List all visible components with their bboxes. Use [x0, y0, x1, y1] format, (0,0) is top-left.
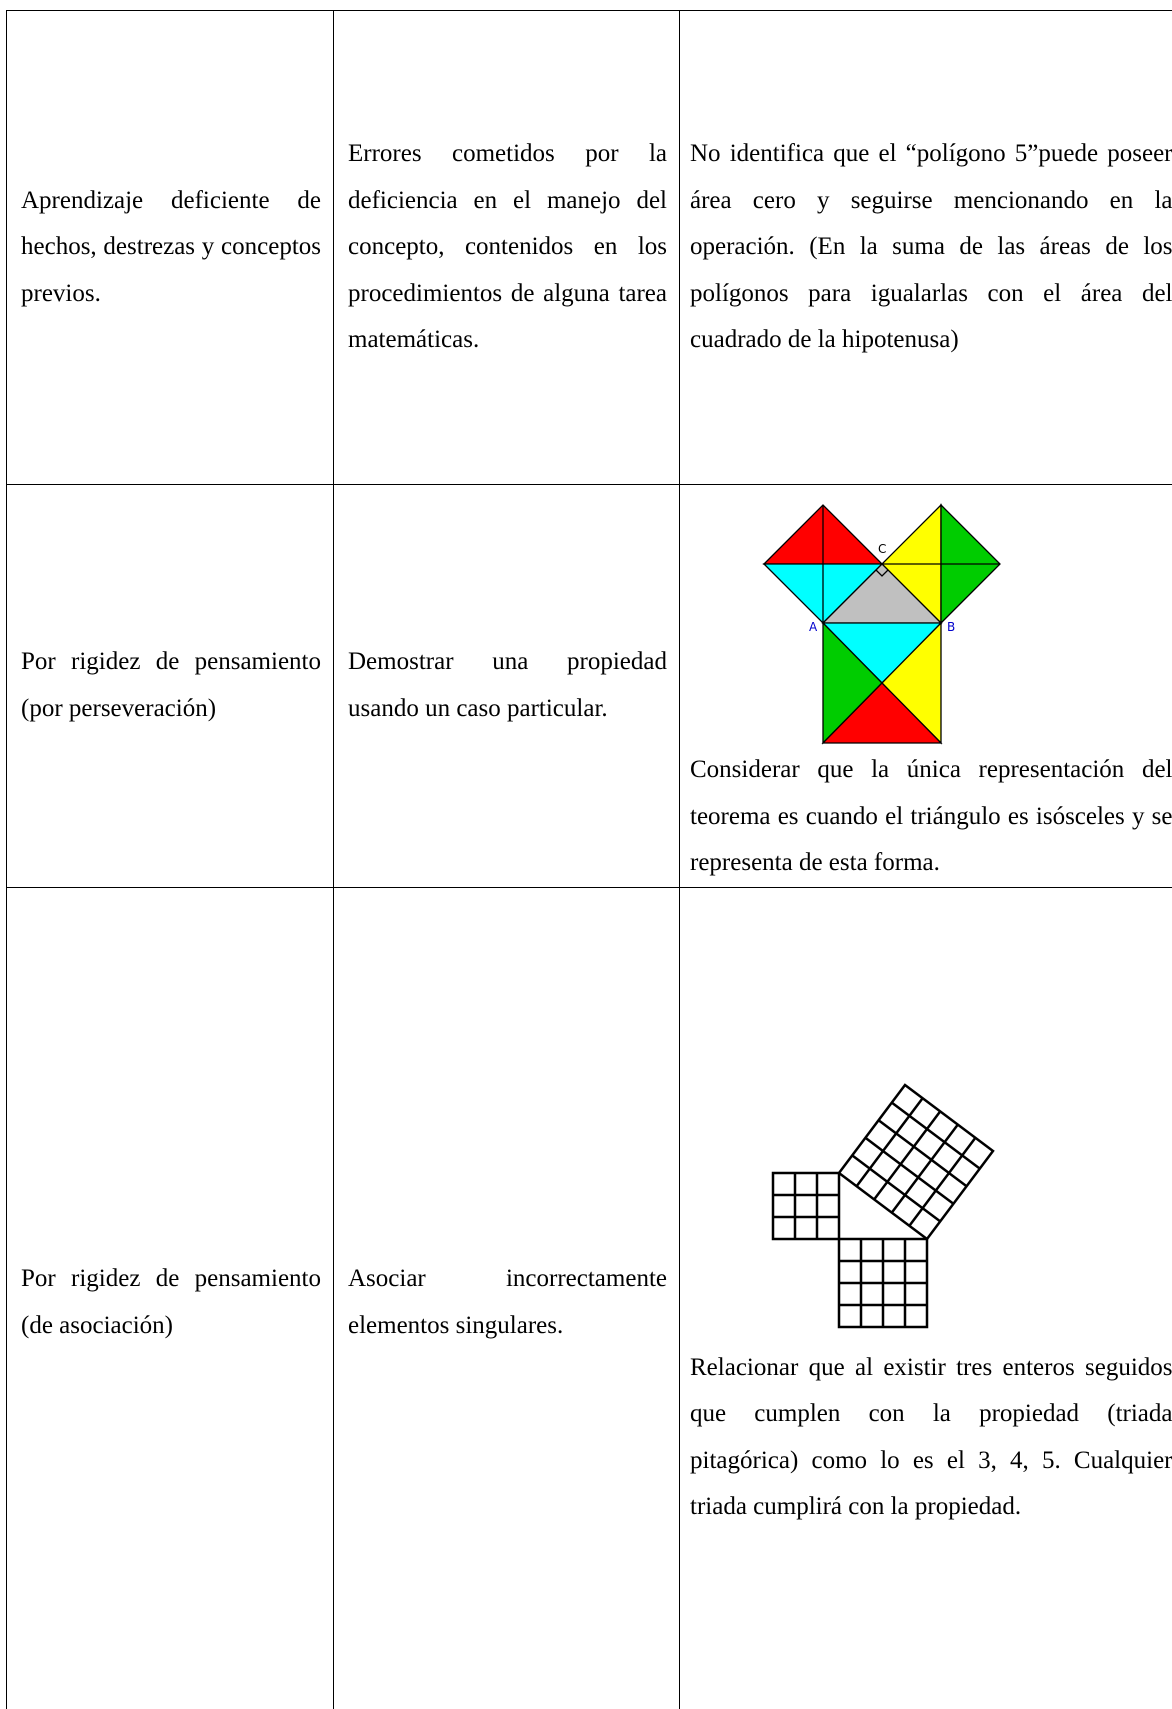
table-cell: Asociar incorrectamente elementos singul…: [333, 886, 680, 1709]
figure-label: C: [878, 542, 886, 556]
figure-label: A: [809, 620, 818, 634]
table-row: Por rigidez de pensamiento (de asociació…: [6, 886, 1172, 1709]
table-cell: Por rigidez de pensamiento (por persever…: [6, 484, 334, 888]
cell-text: Relacionar que al existir tres enteros s…: [690, 1353, 1172, 1521]
cell-text: Considerar que la única representación d…: [690, 756, 1172, 876]
table-cell: Por rigidez de pensamiento (de asociació…: [6, 886, 334, 1709]
table-cell: Relacionar que al existir tres enteros s…: [679, 886, 1172, 1709]
pythagoras-figure: C A B: [762, 503, 1001, 745]
table-cell: Demostrar una propiedad usando un caso p…: [333, 484, 680, 888]
error-table: Aprendizaje deficiente de hechos, destre…: [6, 10, 1172, 1709]
table-cell: Errores cometidos por la deficiencia en …: [333, 10, 680, 485]
table-cell: Aprendizaje deficiente de hechos, destre…: [6, 10, 334, 485]
table-row: Aprendizaje deficiente de hechos, destre…: [6, 10, 1172, 485]
table-cell: No identifica que el “polígono 5”puede p…: [679, 10, 1172, 485]
figure-label: B: [947, 620, 955, 634]
grid-figure: [771, 1082, 995, 1328]
table-cell: C A B Considerar que la única representa…: [679, 484, 1172, 888]
table-row: Por rigidez de pensamiento (por persever…: [6, 484, 1172, 888]
